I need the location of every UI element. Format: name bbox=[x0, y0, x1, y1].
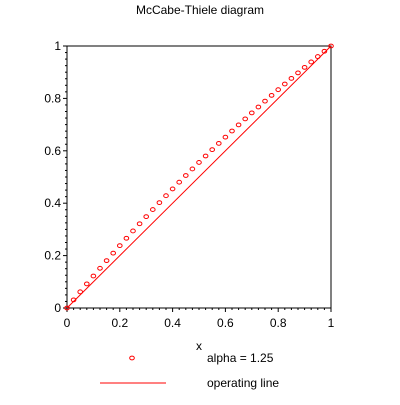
y-tick-label: 0.8 bbox=[44, 91, 61, 105]
y-tick-label: 0.6 bbox=[44, 144, 61, 158]
y-tick-label: 0 bbox=[54, 301, 61, 315]
y-axis: 0 0.2 0.4 0.6 0.8 1 bbox=[44, 39, 67, 315]
equilibrium-point bbox=[242, 116, 248, 122]
equilibrium-point bbox=[189, 166, 196, 172]
x-tick-label: 0.2 bbox=[111, 316, 128, 330]
equilibrium-point bbox=[169, 186, 176, 192]
x-axis: 0 0.2 0.4 0.6 0.8 1 bbox=[64, 308, 335, 330]
x-tick-label: 0.8 bbox=[270, 316, 287, 330]
equilibrium-point bbox=[110, 250, 116, 256]
equilibrium-point bbox=[209, 147, 215, 153]
equilibrium-point bbox=[84, 281, 90, 287]
series-layer bbox=[64, 43, 334, 311]
equilibrium-point bbox=[275, 87, 282, 93]
y-tick-label: 0.4 bbox=[44, 196, 61, 210]
x-tick-label: 0.6 bbox=[217, 316, 234, 330]
equilibrium-point bbox=[308, 59, 315, 65]
equilibrium-point bbox=[295, 70, 301, 76]
equilibrium-point bbox=[235, 122, 242, 128]
legend-label: operating line bbox=[207, 376, 279, 390]
equilibrium-point bbox=[156, 200, 163, 205]
equilibrium-point bbox=[216, 140, 222, 146]
equilibrium-point bbox=[123, 235, 130, 241]
equilibrium-point bbox=[136, 221, 143, 227]
equilibrium-point bbox=[117, 243, 123, 249]
chart-title: McCabe-Thiele diagram bbox=[136, 3, 264, 17]
equilibrium-point bbox=[143, 214, 149, 220]
x-tick-label: 0.4 bbox=[164, 316, 181, 330]
legend-marker-swatch bbox=[129, 355, 135, 361]
x-tick-label: 0 bbox=[64, 316, 71, 330]
equilibrium-point bbox=[103, 258, 110, 264]
equilibrium-point bbox=[176, 179, 182, 185]
equilibrium-point bbox=[262, 98, 268, 104]
equilibrium-point bbox=[301, 64, 308, 70]
equilibrium-point bbox=[97, 265, 103, 271]
x-axis-label: x bbox=[196, 339, 202, 353]
equilibrium-point bbox=[202, 153, 209, 159]
equilibrium-point bbox=[288, 76, 295, 81]
equilibrium-point bbox=[196, 160, 202, 165]
y-tick-label: 0.2 bbox=[44, 249, 61, 263]
equilibrium-point bbox=[282, 81, 288, 87]
equilibrium-point bbox=[222, 134, 229, 140]
equilibrium-point bbox=[150, 207, 156, 212]
equilibrium-point bbox=[163, 193, 169, 199]
equilibrium-point bbox=[268, 92, 275, 98]
equilibrium-point bbox=[130, 228, 136, 234]
equilibrium-point bbox=[229, 128, 235, 134]
equilibrium-point bbox=[328, 43, 334, 49]
equilibrium-point bbox=[249, 110, 255, 116]
legend-label: alpha = 1.25 bbox=[207, 351, 274, 365]
equilibrium-point bbox=[64, 305, 70, 311]
equilibrium-point bbox=[255, 104, 262, 110]
operating-line bbox=[66, 45, 332, 309]
x-tick-label: 1 bbox=[328, 316, 335, 330]
legend: alpha = 1.25 operating line bbox=[100, 351, 279, 390]
y-tick-label: 1 bbox=[54, 39, 61, 53]
equilibrium-point bbox=[77, 289, 83, 295]
equilibrium-point bbox=[90, 273, 97, 279]
equilibrium-point bbox=[183, 173, 189, 178]
